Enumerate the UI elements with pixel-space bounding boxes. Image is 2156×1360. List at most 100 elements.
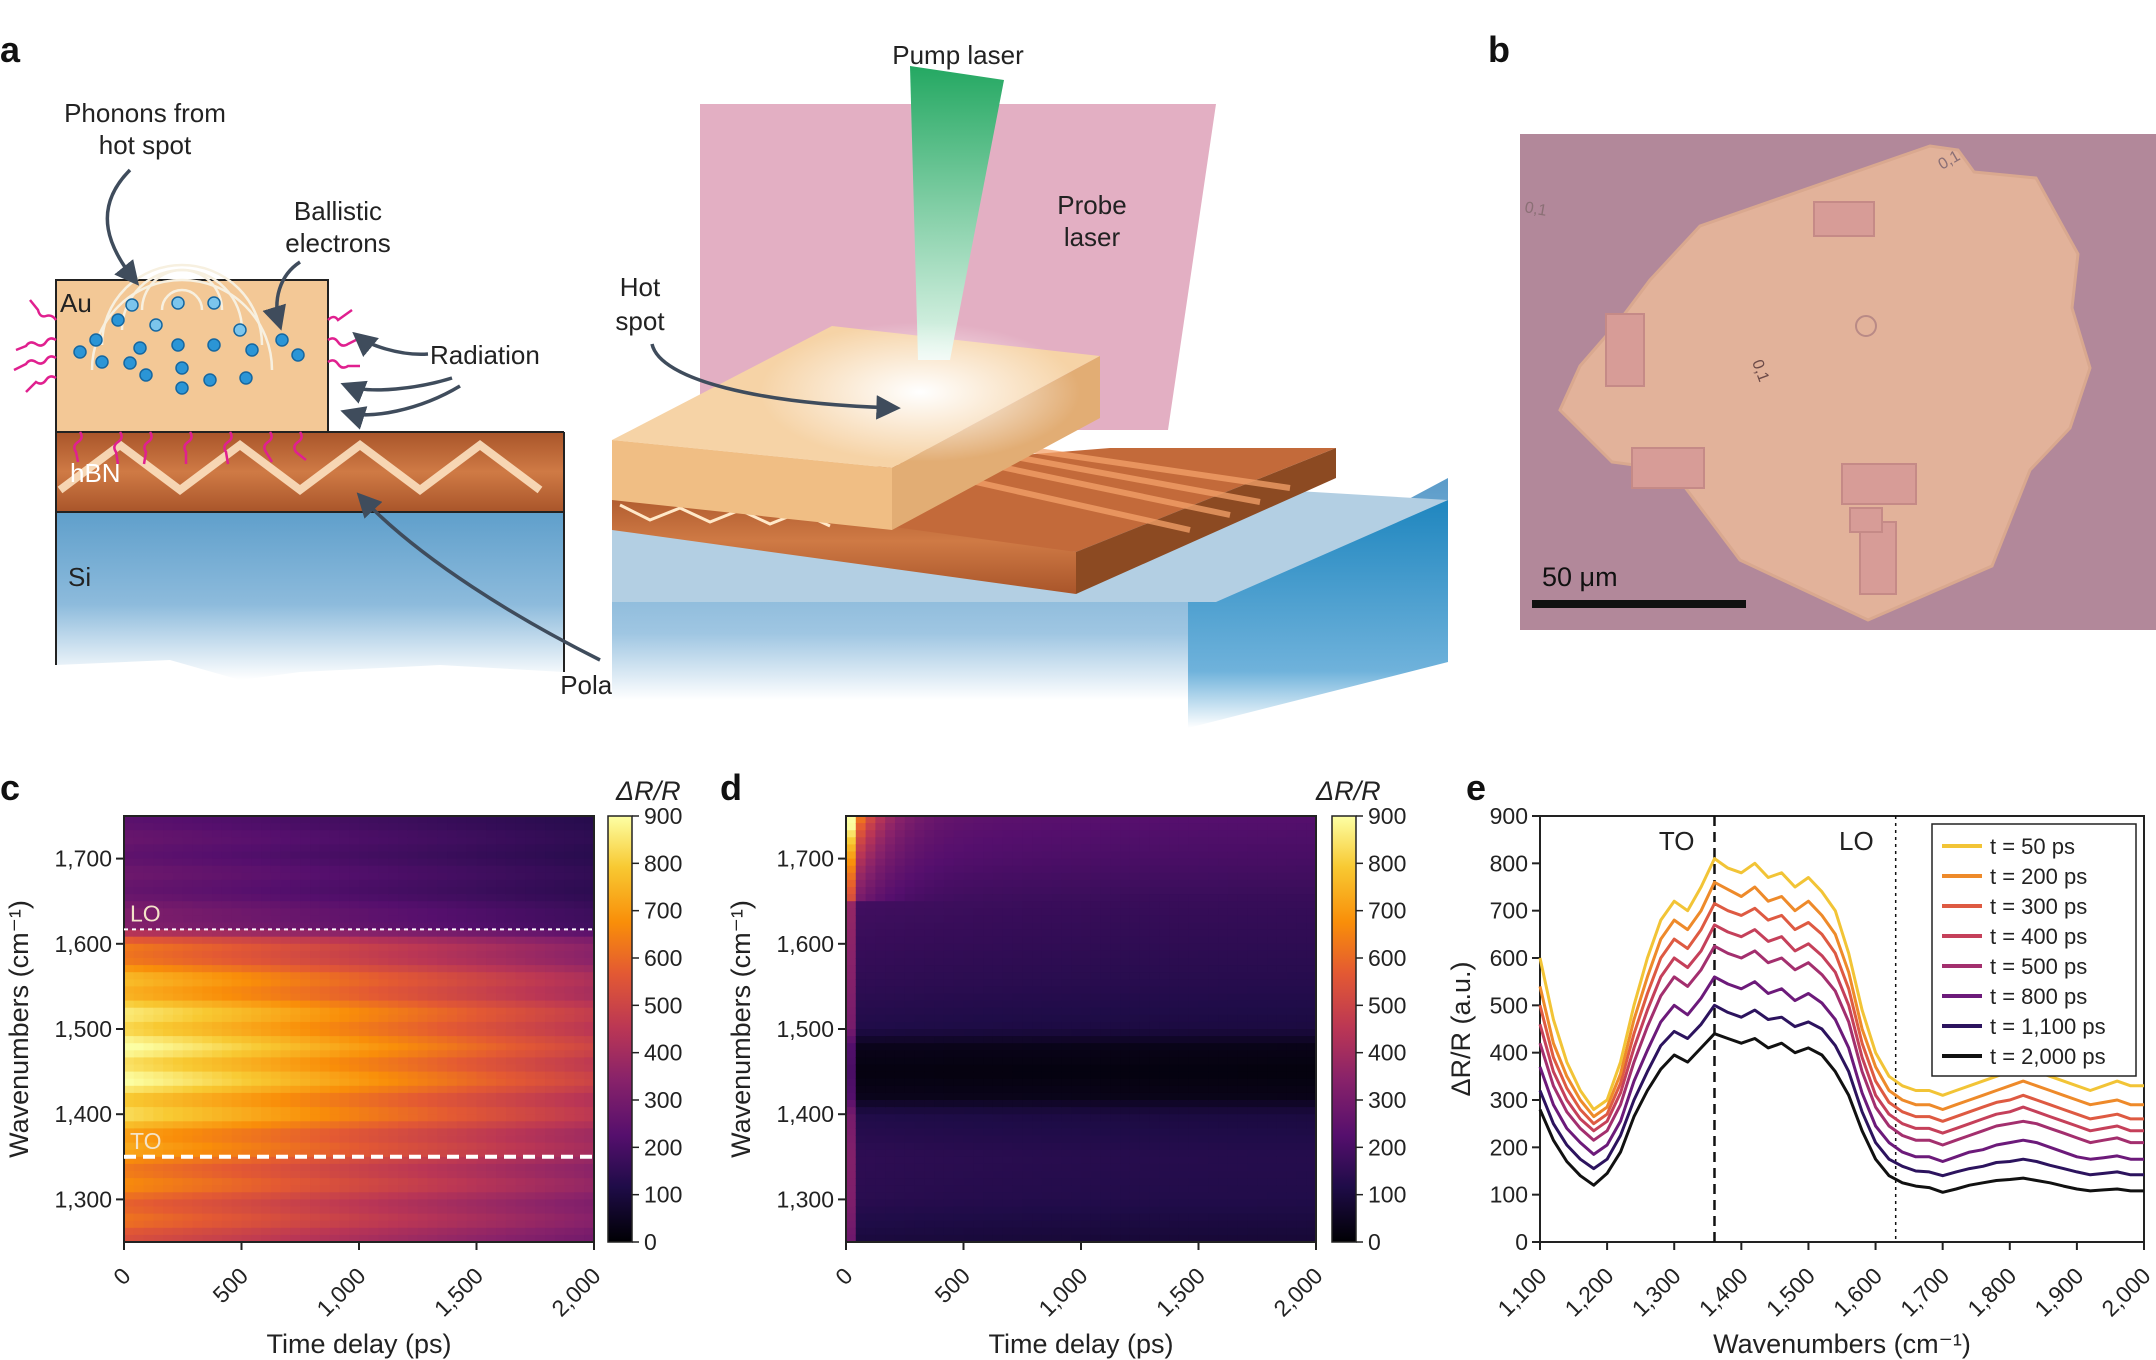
y-tick-label: 200 bbox=[1490, 1134, 1528, 1160]
colorbar-tick-label: 300 bbox=[644, 1087, 682, 1113]
colorbar-c: 0 100 200 300 400 500 600 700 800 900 bbox=[607, 803, 682, 1255]
y-tick-label: 1,700 bbox=[54, 846, 112, 872]
legend-entry: t = 300 ps bbox=[1990, 894, 2087, 919]
hbn-layer-left bbox=[56, 432, 564, 512]
au-pad-front bbox=[612, 440, 892, 530]
ballistic-label-line1: Ballistic bbox=[294, 196, 382, 226]
y-tick-label: 400 bbox=[1490, 1040, 1528, 1066]
si-substrate-side bbox=[1188, 500, 1448, 728]
x-tick-label: 1,500 bbox=[1761, 1262, 1820, 1321]
colorbar-gradient bbox=[607, 815, 633, 1243]
hbn-flake-micrograph bbox=[1558, 144, 2092, 622]
colorbar-d-label: ΔR/R bbox=[1315, 776, 1381, 806]
x-tick-label: 1,000 bbox=[1033, 1262, 1092, 1321]
probe-laser-label-line1: Probe bbox=[1057, 190, 1126, 220]
y-tick-label: 1,600 bbox=[54, 931, 112, 957]
colorbar-tick-label: 600 bbox=[644, 945, 682, 971]
colorbar-c-label: ΔR/R bbox=[615, 776, 681, 806]
x-tick-label: 1,600 bbox=[1828, 1262, 1887, 1321]
panel-letter-a: a bbox=[0, 29, 21, 70]
x-tick-label: 1,500 bbox=[1151, 1262, 1210, 1321]
series-line-2000 bbox=[1538, 1032, 2144, 1194]
si-label: Si bbox=[68, 562, 91, 592]
annotation-label-to: TO bbox=[130, 1128, 162, 1154]
colorbar-tick-label: 0 bbox=[1368, 1229, 1381, 1255]
radiation-arrows bbox=[13, 299, 361, 465]
panel-a: a bbox=[0, 29, 1448, 728]
cross-section-schematic: Au hBN Si Phonons from hot spot Ballisti… bbox=[13, 98, 844, 700]
colorbar-tick-label: 800 bbox=[644, 850, 682, 876]
phonons-label-line2: hot spot bbox=[99, 130, 192, 160]
colorbar-tick-label: 0 bbox=[644, 1229, 657, 1255]
heatmap-c-ylabel: Wavenumbers (cm⁻¹) bbox=[4, 900, 34, 1158]
x-tick-label: 2,000 bbox=[2096, 1262, 2155, 1321]
legend-entry: t = 500 ps bbox=[1990, 954, 2087, 979]
colorbar-tick-label: 700 bbox=[644, 898, 682, 924]
colorbar-tick-label: 600 bbox=[1368, 945, 1406, 971]
pump-laser-label: Pump laser bbox=[892, 40, 1024, 70]
colorbar-tick-label: 400 bbox=[1368, 1040, 1406, 1066]
au-label: Au bbox=[60, 288, 92, 318]
ballistic-label-line2: electrons bbox=[285, 228, 391, 258]
micrograph-mark-center: 0,1 bbox=[1748, 358, 1772, 385]
y-tick-label: 900 bbox=[1490, 803, 1528, 829]
radiation-label: Radiation bbox=[430, 340, 540, 370]
hbn-label: hBN bbox=[70, 458, 121, 488]
legend-entry: t = 400 ps bbox=[1990, 924, 2087, 949]
x-tick-label: 1,100 bbox=[1492, 1262, 1551, 1321]
y-tick-label: 700 bbox=[1490, 898, 1528, 924]
x-tick-label: 2,000 bbox=[1268, 1262, 1327, 1321]
x-tick-label: 1,200 bbox=[1560, 1262, 1619, 1321]
legend-entry: t = 800 ps bbox=[1990, 984, 2087, 1009]
x-tick-label: 1,000 bbox=[311, 1262, 370, 1321]
colorbar-tick-label: 900 bbox=[644, 803, 682, 829]
y-tick-label: 0 bbox=[1515, 1229, 1528, 1255]
colorbar-tick-label: 100 bbox=[644, 1182, 682, 1208]
panel-letter-c: c bbox=[0, 767, 20, 808]
y-tick-label: 600 bbox=[1490, 945, 1528, 971]
series-line-200 bbox=[1538, 880, 2144, 1119]
line-plot-ylabel: ΔR/R (a.u.) bbox=[1446, 961, 1476, 1096]
au-block bbox=[55, 279, 329, 433]
polariton-wave-left bbox=[57, 440, 543, 495]
colorbar-tick-label: 900 bbox=[1368, 803, 1406, 829]
scale-bar bbox=[1532, 600, 1746, 608]
x-tick-label: 1,800 bbox=[1962, 1262, 2021, 1321]
y-tick-label: 1,600 bbox=[776, 931, 834, 957]
heatmap-c-xlabel: Time delay (ps) bbox=[266, 1329, 451, 1359]
x-tick-label: 0 bbox=[830, 1262, 857, 1289]
panel-c: c 0 500 1,000 1,500 2,000 1,300 1,400 1,500 1,60… bbox=[0, 767, 682, 1359]
y-tick-label: 100 bbox=[1490, 1182, 1528, 1208]
y-tick-label: 800 bbox=[1490, 850, 1528, 876]
micrograph-mark-left: 0,1 bbox=[1523, 199, 1548, 220]
x-tick-label: 2,000 bbox=[546, 1262, 605, 1321]
x-tick-label: 500 bbox=[930, 1262, 976, 1308]
colorbar-tick-label: 500 bbox=[1368, 992, 1406, 1018]
colorbar-tick-label: 200 bbox=[644, 1134, 682, 1160]
au-pads-micrograph bbox=[1605, 201, 1917, 595]
y-tick-label: 500 bbox=[1490, 992, 1528, 1018]
scale-bar-label: 50 μm bbox=[1542, 562, 1618, 592]
legend-entry: t = 2,000 ps bbox=[1990, 1044, 2106, 1069]
x-tick-label: 1,400 bbox=[1694, 1262, 1753, 1321]
panel-b: b 0,1 0,1 0,1 50 μm bbox=[1488, 29, 2156, 630]
x-tick-label: 500 bbox=[208, 1262, 254, 1308]
legend-entry: t = 50 ps bbox=[1990, 834, 2075, 859]
y-tick-label: 1,400 bbox=[54, 1101, 112, 1127]
y-tick-label: 1,500 bbox=[54, 1016, 112, 1042]
y-tick-label: 1,500 bbox=[776, 1016, 834, 1042]
hot-spot-label-line1: Hot bbox=[620, 272, 661, 302]
panel-d: d 0 500 1,000 1,500 2,000 1,300 1,400 1,500 1,60… bbox=[720, 767, 1406, 1359]
series-line-800 bbox=[1538, 975, 2144, 1163]
hot-spot-label-line2: spot bbox=[615, 306, 665, 336]
colorbar-tick-label: 700 bbox=[1368, 898, 1406, 924]
phonons-label-line1: Phonons from bbox=[64, 98, 226, 128]
colorbar-tick-label: 500 bbox=[644, 992, 682, 1018]
legend-entry: t = 200 ps bbox=[1990, 864, 2087, 889]
panel-letter-e: e bbox=[1466, 767, 1486, 808]
annotation-label-to: TO bbox=[1659, 826, 1695, 856]
series-line-500 bbox=[1538, 944, 2144, 1147]
y-tick-label: 1,400 bbox=[776, 1101, 834, 1127]
y-tick-label: 300 bbox=[1490, 1087, 1528, 1113]
